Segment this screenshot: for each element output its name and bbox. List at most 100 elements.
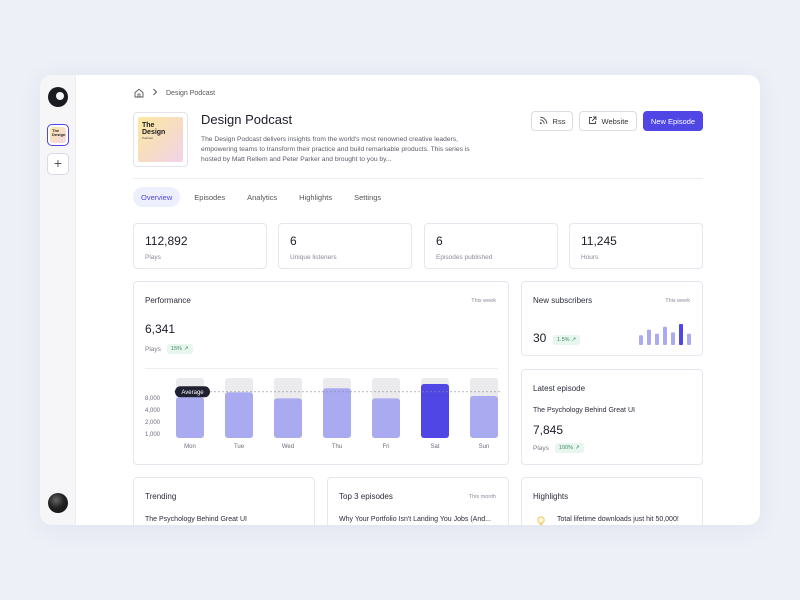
app-window: The Design + Design Podcast The Design P… xyxy=(40,75,760,525)
latest-episode-title[interactable]: The Psychology Behind Great UI xyxy=(533,407,635,414)
latest-label: Plays xyxy=(533,444,549,452)
thumb-line2: Design xyxy=(52,132,66,137)
tab-settings[interactable]: Settings xyxy=(354,192,382,202)
new-subscribers-card: New subscribers This week 30 1.5% ↗ xyxy=(521,281,703,356)
spark-bar xyxy=(679,324,683,345)
spark-bar xyxy=(671,332,675,345)
highlights-card: Highlights Total lifetime downloads just… xyxy=(521,477,703,525)
range-label[interactable]: This month xyxy=(468,494,496,500)
spark-bar xyxy=(655,333,659,345)
latest-episode-card[interactable]: Latest episode The Psychology Behind Gre… xyxy=(521,369,703,465)
latest-sub: Plays 100% ↗ xyxy=(533,443,584,453)
rss-button[interactable]: Rss xyxy=(531,111,573,131)
tab-highlights[interactable]: Highlights xyxy=(299,192,333,202)
bar xyxy=(421,384,449,438)
bar xyxy=(225,392,253,438)
stat-card-hours[interactable]: 11,245 Hours xyxy=(569,223,703,269)
card-title: Latest episode xyxy=(533,384,586,393)
subscribers-value: 30 xyxy=(533,331,547,345)
new-episode-button[interactable]: New Episode xyxy=(643,111,703,131)
tab-analytics[interactable]: Analytics xyxy=(247,192,278,202)
tab-overview[interactable]: Overview xyxy=(133,187,181,207)
stat-label: Hours xyxy=(581,254,599,261)
website-button[interactable]: Website xyxy=(579,111,637,131)
change-value: 15% xyxy=(170,346,182,352)
subscribers-sparkbars xyxy=(639,324,691,345)
stat-value: 11,245 xyxy=(581,234,617,248)
change-badge: 100% ↗ xyxy=(554,443,584,453)
external-link-icon xyxy=(588,116,597,127)
card-title: New subscribers xyxy=(533,296,593,305)
chevron-right-icon xyxy=(152,88,158,98)
page-title: Design Podcast xyxy=(201,112,293,127)
highlight-item: Total lifetime downloads just hit 50,000… xyxy=(557,516,679,523)
performance-chart: 8,000 4,000 2,000 1,000 Mon Tue Wed Thu Fri Sat Su… xyxy=(145,378,500,450)
chart-divider xyxy=(145,368,498,369)
podcast-cover: The Design Podcast xyxy=(133,112,188,167)
y-tick-label: 8,000 xyxy=(145,396,161,402)
x-tick-label: Thu xyxy=(332,444,342,450)
performance-card: Performance This week 6,341 Plays 15% ↗ … xyxy=(133,281,509,465)
y-tick-label: 1,000 xyxy=(145,432,161,438)
x-tick-label: Fri xyxy=(383,444,390,450)
cover-line1: The xyxy=(142,122,155,129)
x-tick-label: Sun xyxy=(479,444,490,450)
change-value: 100% xyxy=(558,445,573,451)
header-divider xyxy=(133,178,703,179)
subscribers-sub: 1.5% ↗ xyxy=(553,335,581,345)
spark-bar xyxy=(663,326,667,345)
website-label: Website xyxy=(601,116,629,126)
spark-bar xyxy=(647,329,651,345)
tab-bar: Overview Episodes Analytics Highlights S… xyxy=(133,187,389,207)
spark-bar xyxy=(639,335,643,345)
x-tick-label: Sat xyxy=(430,444,439,450)
cover-small: Podcast xyxy=(142,136,153,140)
card-title: Performance xyxy=(145,296,191,305)
bar xyxy=(470,396,498,438)
breadcrumb: Design Podcast xyxy=(134,88,215,98)
breadcrumb-current[interactable]: Design Podcast xyxy=(166,89,216,97)
arrow-up-right-icon: ↗ xyxy=(574,445,580,451)
lightbulb-icon xyxy=(535,514,547,525)
cover-line2: Design xyxy=(142,129,166,136)
bar xyxy=(372,398,400,438)
latest-value: 7,845 xyxy=(533,423,564,437)
podcast-thumb: The Design xyxy=(50,127,66,143)
rss-icon xyxy=(539,116,548,127)
tab-episodes[interactable]: Episodes xyxy=(194,192,226,202)
logo-icon[interactable] xyxy=(48,87,68,107)
home-icon[interactable] xyxy=(134,88,144,98)
add-podcast-button[interactable]: + xyxy=(47,153,69,175)
average-label: Average xyxy=(181,390,204,396)
x-tick-label: Mon xyxy=(184,444,196,450)
stat-card-unique-listeners[interactable]: 6 Unique listeners xyxy=(278,223,412,269)
trending-card: Trending The Psychology Behind Great UI xyxy=(133,477,315,525)
range-label[interactable]: This week xyxy=(665,298,690,304)
performance-label: Plays xyxy=(145,345,161,353)
arrow-up-right-icon: ↗ xyxy=(571,337,577,343)
performance-value: 6,341 xyxy=(145,322,176,336)
range-label[interactable]: This week xyxy=(471,298,496,304)
spark-bar xyxy=(687,333,691,345)
stat-label: Plays xyxy=(145,254,161,261)
stat-card-episodes-published[interactable]: 6 Episodes published xyxy=(424,223,558,269)
y-tick-label: 2,000 xyxy=(145,420,161,426)
card-title: Trending xyxy=(145,492,177,501)
arrow-up-right-icon: ↗ xyxy=(183,346,189,352)
thumb-line1: The xyxy=(52,128,60,133)
bar xyxy=(176,397,204,438)
plus-icon: + xyxy=(53,155,63,171)
card-title: Top 3 episodes xyxy=(339,492,393,501)
y-tick-label: 4,000 xyxy=(145,408,161,414)
top-episodes-card: Top 3 episodes This month Why Your Portf… xyxy=(327,477,509,525)
podcast-switcher-item[interactable]: The Design xyxy=(47,124,69,146)
stat-value: 6 xyxy=(290,234,297,248)
stat-card-plays[interactable]: 112,892 Plays xyxy=(133,223,267,269)
cover-art: The Design Podcast xyxy=(138,117,183,162)
bar xyxy=(323,388,351,438)
side-rail: The Design + xyxy=(40,75,76,525)
avatar[interactable] xyxy=(48,493,68,513)
trending-item[interactable]: The Psychology Behind Great UI xyxy=(145,516,247,523)
performance-sub: Plays 15% ↗ xyxy=(145,344,193,354)
top-episode-item[interactable]: Why Your Portfolio Isn't Landing You Job… xyxy=(339,516,491,523)
